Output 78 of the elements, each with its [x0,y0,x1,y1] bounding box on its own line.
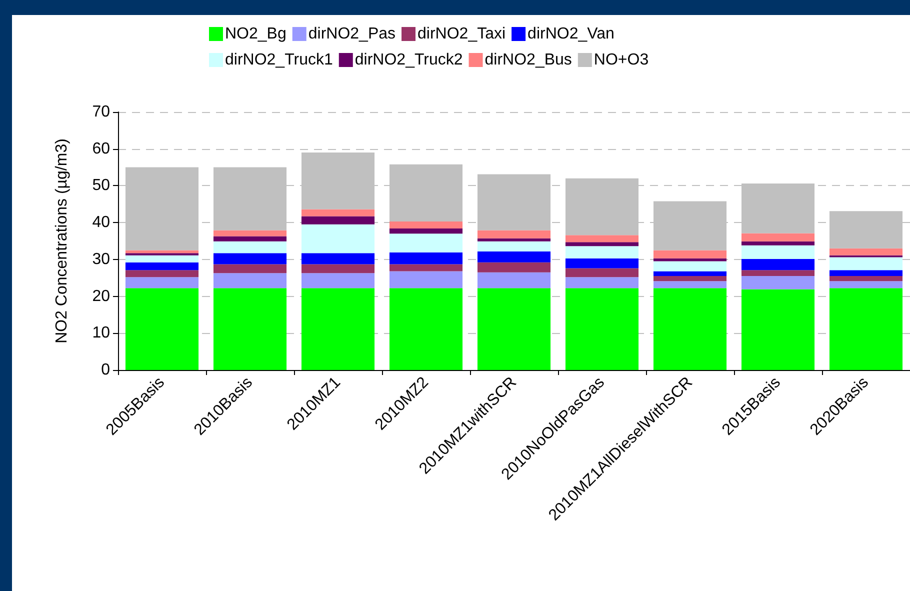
y-tick-label: 20 [92,288,110,305]
bar [301,273,375,288]
bar [653,281,727,288]
bar [477,251,551,262]
bar [389,271,463,288]
bar [301,253,375,264]
legend-label: dirNO2_Truck2 [354,52,463,68]
bar [389,264,463,272]
bar [125,277,199,288]
bar [741,245,815,260]
bar [125,262,199,270]
bar [477,238,551,242]
bar [653,271,727,276]
bar [213,230,287,236]
bar [741,241,815,246]
bar [125,288,199,370]
bar [213,253,287,264]
bar [741,233,815,242]
y-tick-label: 40 [92,214,110,232]
y-tick-label: 10 [92,324,110,342]
bar [829,257,903,270]
bar [829,270,903,276]
bar [565,235,639,242]
bar [389,228,463,234]
bar [829,248,903,256]
bar [741,289,815,370]
bar [389,221,463,228]
bar [301,288,375,370]
bar [653,261,727,272]
bar [653,288,727,370]
legend-label: dirNO2_Bus [484,52,572,68]
bar [477,262,551,272]
y-tick-label: 50 [92,177,110,194]
bar [301,216,375,224]
bar [565,268,639,278]
bar [829,288,903,370]
bar [301,224,375,254]
y-tick-label: 30 [92,250,110,268]
bar [829,276,903,282]
bar [389,252,463,264]
bar [477,288,551,370]
legend-label: NO2_Bg [225,26,286,42]
y-axis-title: NO2 Concentrations (µg/m3) [54,138,70,344]
y-tick-label: 70 [92,104,110,120]
bar [213,264,287,274]
bar [389,234,463,252]
bar [477,230,551,238]
bar [125,255,199,262]
bar [213,273,287,288]
bar [565,246,639,258]
bar [125,250,199,254]
bar [741,276,815,290]
bar [653,250,727,258]
bar [213,236,287,242]
bar [565,242,639,246]
bar [389,288,463,370]
bar [125,270,199,278]
bar [213,288,287,370]
bar [565,288,639,370]
bar [565,277,639,288]
y-tick-label: 60 [92,140,110,158]
bar [565,258,639,268]
bar [301,209,375,216]
bar [301,264,375,274]
bar [829,281,903,288]
legend-label: dirNO2_Van [528,26,614,42]
legend-label: dirNO2_Pas [308,26,396,42]
bar [477,241,551,252]
legend-label: NO+O3 [594,52,649,68]
y-tick-label: 0 [101,362,110,378]
bar [477,272,551,288]
legend-label: dirNO2_Truck1 [225,52,333,68]
legend-label: dirNO2_Taxi [418,26,506,42]
bar [653,258,727,262]
bar [741,259,815,270]
bar [653,276,727,282]
bar [741,270,815,276]
bar [213,241,287,254]
